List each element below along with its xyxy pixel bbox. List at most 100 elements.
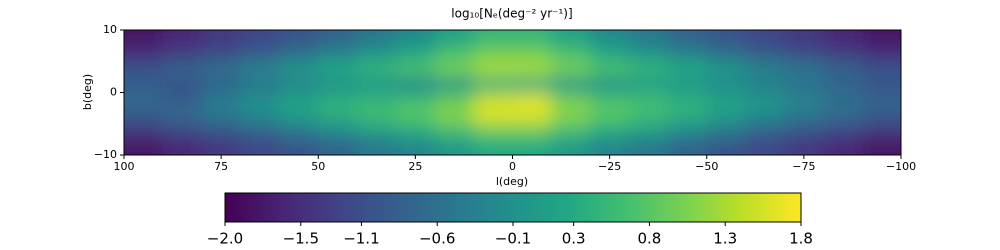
heatmap-cell bbox=[201, 123, 242, 140]
heatmap-cell bbox=[551, 61, 591, 78]
chart-title: log₁₀[Nₑ(deg⁻² yr⁻¹)] bbox=[451, 7, 572, 21]
heatmap-cell bbox=[629, 76, 669, 93]
heatmap-cell bbox=[318, 76, 358, 93]
heatmap-cell bbox=[201, 45, 242, 62]
heatmap-cell bbox=[240, 45, 280, 62]
heatmap-cell bbox=[201, 108, 242, 125]
heatmap-cell bbox=[590, 139, 630, 155]
heatmap-cell bbox=[629, 108, 669, 125]
colorbar-tick-label: −0.6 bbox=[419, 230, 455, 248]
heatmap-cell bbox=[590, 30, 630, 47]
heatmap-cell bbox=[318, 139, 358, 155]
heatmap-cell bbox=[551, 30, 591, 47]
heatmap-cell bbox=[279, 76, 319, 93]
heatmap-cell bbox=[784, 61, 824, 78]
heatmap-cell bbox=[240, 30, 280, 47]
heatmap-cell bbox=[745, 76, 785, 93]
heatmap-cell bbox=[862, 139, 901, 155]
heatmap-cell bbox=[667, 92, 708, 109]
heatmap-cell bbox=[395, 30, 436, 47]
heatmap-cell bbox=[745, 61, 785, 78]
heatmap-cell bbox=[201, 76, 242, 93]
x-tick-label: 50 bbox=[311, 160, 325, 173]
heatmap-cell bbox=[434, 45, 475, 62]
heatmap-cell bbox=[784, 108, 824, 125]
colorbar-tick-label: 0.8 bbox=[637, 230, 661, 248]
heatmap-cell bbox=[318, 108, 358, 125]
heatmap-cell bbox=[745, 45, 785, 62]
heatmap-cell bbox=[434, 76, 475, 93]
heatmap-cell bbox=[318, 45, 358, 62]
heatmap-cell bbox=[706, 76, 747, 93]
heatmap-cell bbox=[823, 139, 863, 155]
heatmap-cell bbox=[551, 76, 591, 93]
x-tick-label: −75 bbox=[792, 160, 815, 173]
heatmap-cell bbox=[706, 92, 747, 109]
colorbar-tick-label: 0.3 bbox=[562, 230, 586, 248]
heatmap-cell bbox=[706, 108, 747, 125]
heatmap-cell bbox=[318, 61, 358, 78]
heatmap-cell bbox=[823, 123, 863, 140]
heatmap-cell bbox=[357, 76, 397, 93]
heatmap-cell bbox=[590, 76, 630, 93]
x-tick-label: −100 bbox=[886, 160, 916, 173]
heatmap-cell bbox=[551, 92, 591, 109]
colorbar: −2.0 −1.5 −1.1 −0.6 −0.1 0.3 0.8 1.3 1.8 bbox=[207, 192, 813, 248]
heatmap-cell bbox=[667, 76, 708, 93]
heatmap-cell bbox=[395, 76, 436, 93]
heatmap-cell bbox=[357, 139, 397, 155]
y-axis-label: b(deg) bbox=[81, 74, 94, 110]
heatmap-cell bbox=[395, 123, 436, 140]
heatmap-cell bbox=[434, 108, 475, 125]
heatmap-cell bbox=[512, 30, 552, 47]
heatmap-cell bbox=[745, 139, 785, 155]
heatmap-cell bbox=[512, 123, 552, 140]
heatmap-cell bbox=[201, 61, 242, 78]
heatmap-cell bbox=[823, 76, 863, 93]
heatmap-cell bbox=[395, 45, 436, 62]
x-tick-label: 100 bbox=[114, 160, 135, 173]
heatmap-cell bbox=[784, 45, 824, 62]
heatmap-cell bbox=[357, 123, 397, 140]
y-tick-label: −10 bbox=[94, 148, 117, 161]
heatmap-cell bbox=[629, 92, 669, 109]
heatmap-cell bbox=[590, 108, 630, 125]
heatmap-cell bbox=[124, 30, 164, 47]
heatmap-cell bbox=[162, 123, 203, 140]
heatmap-cell bbox=[473, 92, 513, 109]
heatmap-cell bbox=[862, 108, 901, 125]
y-tick-label: 0 bbox=[110, 86, 117, 99]
heatmap-cell bbox=[706, 123, 747, 140]
heatmap-cell bbox=[473, 108, 513, 125]
heatmap-cell bbox=[162, 92, 203, 109]
heatmap-cell bbox=[745, 30, 785, 47]
heatmap-cell bbox=[823, 61, 863, 78]
heatmap-cell bbox=[629, 123, 669, 140]
heatmap-cell bbox=[240, 108, 280, 125]
heatmap-cell bbox=[784, 30, 824, 47]
heatmap-cell bbox=[162, 30, 203, 47]
heatmap-cell bbox=[279, 108, 319, 125]
heatmap-cell bbox=[318, 123, 358, 140]
heatmap-cell bbox=[124, 61, 164, 78]
heatmap-cell bbox=[667, 108, 708, 125]
heatmap-cell bbox=[318, 92, 358, 109]
heatmap-cell bbox=[395, 108, 436, 125]
heatmap-cell bbox=[745, 123, 785, 140]
heatmap-cell bbox=[473, 139, 513, 155]
heatmap-cell bbox=[434, 30, 475, 47]
heatmap-cell bbox=[473, 30, 513, 47]
heatmap-cell bbox=[357, 108, 397, 125]
heatmap-cell bbox=[512, 139, 552, 155]
heatmap-cell bbox=[124, 92, 164, 109]
heatmap-cell bbox=[667, 45, 708, 62]
heatmap-cell bbox=[512, 76, 552, 93]
heatmap-cell bbox=[357, 61, 397, 78]
heatmap-cell bbox=[434, 123, 475, 140]
heatmap-cell bbox=[434, 139, 475, 155]
heatmap-cell bbox=[590, 45, 630, 62]
heatmap-cell bbox=[706, 61, 747, 78]
heatmap-cell bbox=[862, 61, 901, 78]
colorbar-tick-label: −2.0 bbox=[207, 230, 243, 248]
heatmap-cell bbox=[823, 45, 863, 62]
